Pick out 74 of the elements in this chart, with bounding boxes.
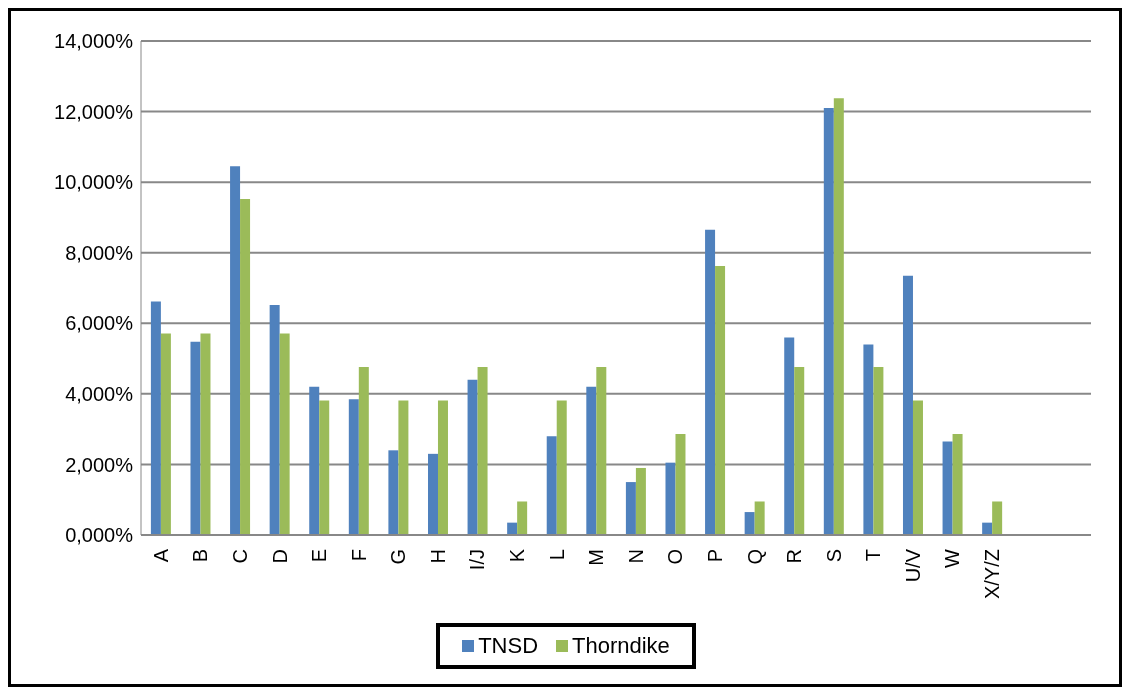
bar xyxy=(269,304,280,535)
bar xyxy=(873,367,884,535)
x-tick-label: N xyxy=(624,549,647,564)
bar xyxy=(992,501,1003,535)
bar xyxy=(556,400,567,535)
bar xyxy=(309,386,320,535)
bar xyxy=(190,341,201,535)
y-tick-label: 8,000% xyxy=(65,241,134,264)
x-tick-label: Q xyxy=(743,549,766,565)
legend-label: Thorndike xyxy=(571,633,670,659)
x-tick-label: H xyxy=(426,549,449,564)
bar xyxy=(200,333,211,535)
x-tick-label: B xyxy=(189,549,212,563)
bar xyxy=(625,482,636,535)
x-tick-label: U/V xyxy=(901,548,924,583)
bar xyxy=(754,501,765,535)
x-tick-label: R xyxy=(783,549,806,564)
bar xyxy=(517,501,528,535)
bar xyxy=(358,367,369,535)
x-tick-label: S xyxy=(822,549,845,563)
bar xyxy=(586,386,597,535)
bar xyxy=(912,400,923,535)
x-tick-label: A xyxy=(149,548,172,563)
bar xyxy=(784,337,795,535)
y-tick-label: 6,000% xyxy=(65,312,134,335)
y-tick-label: 10,000% xyxy=(54,171,134,194)
x-tick-label: F xyxy=(347,549,370,562)
legend-label: TNSD xyxy=(477,633,539,659)
y-tick-label: 4,000% xyxy=(65,382,134,405)
bar xyxy=(665,462,676,535)
y-tick-label: 0,000% xyxy=(65,524,134,547)
x-tick-label: G xyxy=(387,549,410,565)
bar xyxy=(635,467,646,535)
bar xyxy=(952,434,963,535)
x-tick-label: P xyxy=(703,549,726,563)
bar xyxy=(715,266,726,535)
x-tick-label: X/Y/Z xyxy=(981,549,1004,600)
x-tick-label: T xyxy=(862,549,885,562)
bar xyxy=(596,367,607,535)
x-tick-label: E xyxy=(308,549,331,563)
x-tick-label: K xyxy=(506,548,529,563)
bar xyxy=(675,434,686,535)
bar xyxy=(319,400,330,535)
y-tick-label: 2,000% xyxy=(65,453,134,476)
bar xyxy=(437,400,448,535)
bar xyxy=(833,98,844,535)
bar xyxy=(794,367,805,535)
bar xyxy=(863,344,874,535)
bar xyxy=(705,229,716,535)
bar xyxy=(348,399,359,535)
bar xyxy=(230,166,241,535)
bar xyxy=(150,301,161,535)
bar xyxy=(902,275,913,535)
y-tick-label: 14,000% xyxy=(54,30,134,53)
y-tick-label: 12,000% xyxy=(54,100,134,123)
x-tick-label: O xyxy=(664,549,687,565)
x-tick-label: D xyxy=(268,549,291,564)
x-tick-label: M xyxy=(585,549,608,566)
bar xyxy=(467,379,478,535)
bar xyxy=(398,400,409,535)
x-tick-label: I/J xyxy=(466,549,489,571)
bar xyxy=(160,333,171,535)
x-tick-label: L xyxy=(545,549,568,561)
x-tick-label: W xyxy=(941,548,964,568)
bar xyxy=(388,450,399,535)
bar xyxy=(942,441,953,535)
x-tick-label: C xyxy=(228,549,251,564)
bar xyxy=(240,199,251,535)
bar xyxy=(477,367,488,535)
bar xyxy=(279,333,290,535)
bar xyxy=(823,108,834,535)
bar xyxy=(427,453,438,535)
bar xyxy=(546,436,557,535)
bar xyxy=(744,512,755,535)
